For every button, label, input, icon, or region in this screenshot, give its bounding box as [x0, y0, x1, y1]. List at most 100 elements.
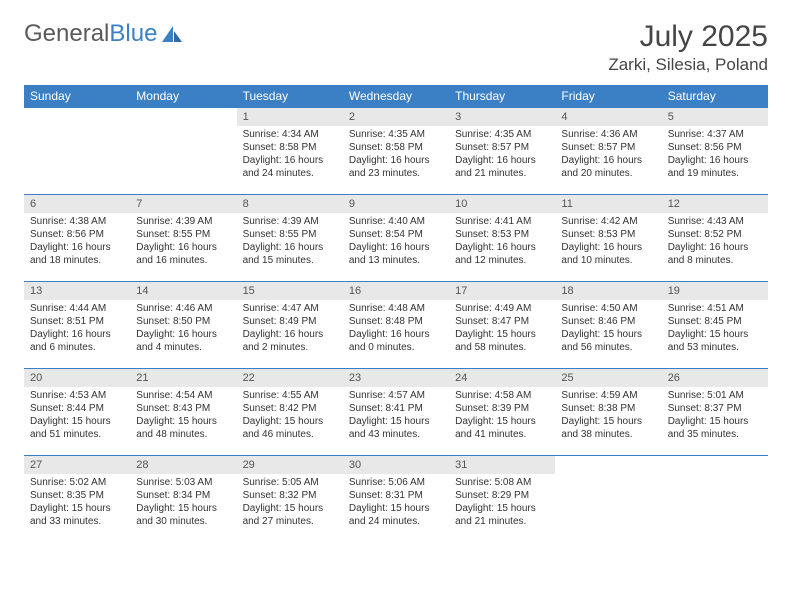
logo-text-general: General: [24, 20, 109, 48]
day-details: Sunrise: 4:39 AMSunset: 8:55 PMDaylight:…: [130, 213, 236, 271]
day-details: Sunrise: 4:34 AM Sunset: 8:58 PM Daylight:…: [237, 126, 343, 184]
day-details: Sunrise: 5:01 AMSunset: 8:37 PMDaylight:…: [662, 387, 768, 445]
calendar-day-cell: 12Sunrise: 4:43 AMSunset: 8:52 PMDayligh…: [662, 195, 768, 282]
sunset-line: Sunset: 8:39 PM: [455, 403, 529, 414]
calendar-day-cell: 9Sunrise: 4:40 AMSunset: 8:54 PMDaylight…: [343, 195, 449, 282]
sunrise-line: Sunrise: 4:41 AM: [455, 216, 531, 227]
calendar-day-cell: 6Sunrise: 4:38 AMSunset: 8:56 PMDaylight…: [24, 195, 130, 282]
logo-sail-icon: [161, 25, 183, 43]
calendar-day-cell: 31Sunrise: 5:08 AMSunset: 8:29 PMDayligh…: [449, 456, 555, 543]
sunset-line: Sunset: 8:58 PM: [349, 142, 423, 153]
sunrise-line: Sunrise: 5:08 AM: [455, 477, 531, 488]
daylight-line: Daylight: 16 hours and 8 minutes.: [668, 242, 749, 266]
sunset-line: Sunset: 8:35 PM: [30, 490, 104, 501]
daylight-line: Daylight: 15 hours and 21 minutes.: [455, 503, 536, 527]
daylight-line: Daylight: 15 hours and 24 minutes.: [349, 503, 430, 527]
daylight-line: Daylight: 16 hours and 16 minutes.: [136, 242, 217, 266]
daylight-line: Daylight: 15 hours and 27 minutes.: [243, 503, 324, 527]
day-number: 15: [237, 282, 343, 300]
day-details: Sunrise: 5:08 AMSunset: 8:29 PMDaylight:…: [449, 474, 555, 532]
sunset-line: Sunset: 8:53 PM: [561, 229, 635, 240]
daylight-line: Daylight: 16 hours and 24 minutes.: [243, 155, 324, 179]
calendar-day-cell: 27Sunrise: 5:02 AMSunset: 8:35 PMDayligh…: [24, 456, 130, 543]
daylight-line: Daylight: 15 hours and 43 minutes.: [349, 416, 430, 440]
day-details: Sunrise: 5:06 AM Sunset: 8:31 PM Daylight:…: [343, 474, 449, 532]
day-details: Sunrise: 4:35 AMSunset: 8:58 PMDaylight:…: [343, 126, 449, 184]
day-details: Sunrise: 4:36 AMSunset: 8:57 PMDaylight:…: [555, 126, 661, 184]
day-details: Sunrise: 4:54 AMSunset: 8:43 PMDaylight:…: [130, 387, 236, 445]
day-number: 21: [130, 369, 236, 387]
calendar-day-cell: [555, 456, 661, 543]
daylight-line: Daylight: 16 hours and 0 minutes.: [349, 329, 430, 353]
day-details: Sunrise: 4:51 AMSunset: 8:45 PMDaylight:…: [662, 300, 768, 358]
calendar-table: Sunday Monday Tuesday Wednesday Thursday…: [24, 85, 768, 542]
daylight-line: Daylight: 16 hours and 18 minutes.: [30, 242, 111, 266]
calendar-page: GeneralBlue July 2025 Zarki, Silesia, Po…: [0, 0, 792, 612]
day-number: 24: [449, 369, 555, 387]
sunrise-line: Sunrise: 5:06 AM: [349, 477, 425, 488]
calendar-day-cell: 24Sunrise: 4:58 AMSunset: 8:39 PMDayligh…: [449, 369, 555, 456]
daylight-line: Daylight: 15 hours and 33 minutes.: [30, 503, 111, 527]
day-number: 13: [24, 282, 130, 300]
sunset-line: Sunset: 8:31 PM: [349, 490, 423, 501]
day-number: 30: [343, 456, 449, 474]
day-details: Sunrise: 4:42 AMSunset: 8:53 PMDaylight:…: [555, 213, 661, 271]
logo-text-blue: Blue: [109, 20, 157, 48]
day-details: Sunrise: 4:50 AMSunset: 8:46 PMDaylight:…: [555, 300, 661, 358]
daylight-line: Daylight: 16 hours and 12 minutes.: [455, 242, 536, 266]
month-title: July 2025: [608, 20, 768, 53]
sunset-line: Sunset: 8:57 PM: [561, 142, 635, 153]
day-details: Sunrise: 4:55 AMSunset: 8:42 PMDaylight:…: [237, 387, 343, 445]
day-details: Sunrise: 4:58 AMSunset: 8:39 PMDaylight:…: [449, 387, 555, 445]
day-details: Sunrise: 4:43 AM Sunset: 8:52 PM Daylight:…: [662, 213, 768, 271]
sunset-line: Sunset: 8:34 PM: [136, 490, 210, 501]
sunset-line: Sunset: 8:41 PM: [349, 403, 423, 414]
weekday-header: Tuesday: [237, 85, 343, 108]
calendar-day-cell: 28Sunrise: 5:03 AMSunset: 8:34 PMDayligh…: [130, 456, 236, 543]
calendar-day-cell: 20Sunrise: 4:53 AMSunset: 8:44 PMDayligh…: [24, 369, 130, 456]
day-number: 3: [449, 108, 555, 126]
day-number: 27: [24, 456, 130, 474]
calendar-day-cell: 19Sunrise: 4:51 AMSunset: 8:45 PMDayligh…: [662, 282, 768, 369]
calendar-day-cell: 5Sunrise: 4:37 AMSunset: 8:56 PMDaylight…: [662, 108, 768, 195]
sunset-line: Sunset: 8:53 PM: [455, 229, 529, 240]
sunset-line: Sunset: 8:54 PM: [349, 229, 423, 240]
sunset-line: Sunset: 8:49 PM: [243, 316, 317, 327]
sunset-line: Sunset: 8:55 PM: [243, 229, 317, 240]
day-number: 28: [130, 456, 236, 474]
sunrise-line: Sunrise: 4:54 AM: [136, 390, 212, 401]
weekday-header: Wednesday: [343, 85, 449, 108]
sunrise-line: Sunrise: 4:47 AM: [243, 303, 319, 314]
day-number: 17: [449, 282, 555, 300]
sunset-line: Sunset: 8:57 PM: [455, 142, 529, 153]
sunrise-line: Sunrise: 4:34 AM: [243, 129, 319, 140]
day-number: 7: [130, 195, 236, 213]
daylight-line: Daylight: 15 hours and 35 minutes.: [668, 416, 749, 440]
day-details: Sunrise: 4:40 AMSunset: 8:54 PMDaylight:…: [343, 213, 449, 271]
sunset-line: Sunset: 8:51 PM: [30, 316, 104, 327]
daylight-line: Daylight: 15 hours and 30 minutes.: [136, 503, 217, 527]
day-details: Sunrise: 4:53 AMSunset: 8:44 PMDaylight:…: [24, 387, 130, 445]
day-number: 1: [237, 108, 343, 126]
sunrise-line: Sunrise: 4:35 AM: [349, 129, 425, 140]
daylight-line: Daylight: 16 hours and 20 minutes.: [561, 155, 642, 179]
sunset-line: Sunset: 8:56 PM: [668, 142, 742, 153]
calendar-day-cell: 18Sunrise: 4:50 AMSunset: 8:46 PMDayligh…: [555, 282, 661, 369]
calendar-day-cell: [24, 108, 130, 195]
sunset-line: Sunset: 8:37 PM: [668, 403, 742, 414]
sunset-line: Sunset: 8:48 PM: [349, 316, 423, 327]
calendar-day-cell: 30 Sunrise: 5:06 AM Sunset: 8:31 PM Dayligh…: [343, 456, 449, 543]
sunset-line: Sunset: 8:58 PM: [243, 142, 317, 153]
calendar-day-cell: 13Sunrise: 4:44 AMSunset: 8:51 PMDayligh…: [24, 282, 130, 369]
sunset-line: Sunset: 8:32 PM: [243, 490, 317, 501]
logo: GeneralBlue: [24, 20, 183, 48]
day-details: Sunrise: 4:39 AMSunset: 8:55 PMDaylight:…: [237, 213, 343, 271]
day-number: 29: [237, 456, 343, 474]
sunset-line: Sunset: 8:55 PM: [136, 229, 210, 240]
day-number: 10: [449, 195, 555, 213]
day-number: 25: [555, 369, 661, 387]
sunset-line: Sunset: 8:47 PM: [455, 316, 529, 327]
calendar-day-cell: 10 Sunrise: 4:41 AM Sunset: 8:53 PM Dayligh…: [449, 195, 555, 282]
sunset-line: Sunset: 8:52 PM: [668, 229, 742, 240]
sunrise-line: Sunrise: 4:43 AM: [668, 216, 744, 227]
